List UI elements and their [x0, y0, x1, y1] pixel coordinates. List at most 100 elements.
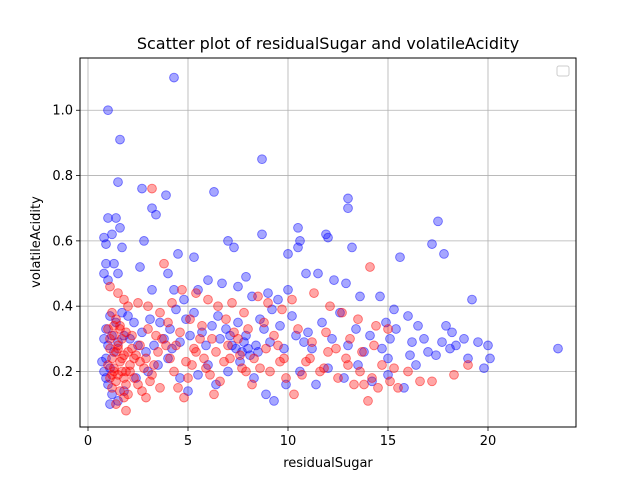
scatter-point — [275, 320, 285, 331]
scatter-point — [341, 353, 351, 364]
scatter-point — [137, 327, 147, 338]
scatter-point — [347, 242, 357, 253]
scatter-point — [177, 284, 187, 295]
scatter-point — [121, 327, 131, 338]
scatter-point — [355, 291, 365, 302]
x-tick-label: 0 — [84, 434, 92, 449]
scatter-point — [463, 360, 473, 370]
scatter-point — [263, 288, 273, 298]
scatter-point — [113, 177, 123, 187]
scatter-point — [117, 242, 127, 253]
scatter-point — [357, 347, 367, 357]
scatter-point — [325, 301, 335, 312]
scatter-point — [237, 363, 247, 374]
scatter-point — [105, 333, 115, 344]
scatter-point — [373, 382, 383, 393]
x-axis-ticks: 0 5 10 15 20 — [84, 427, 496, 449]
scatter-point — [283, 249, 293, 259]
scatter-point — [129, 317, 139, 328]
scatter-point — [139, 236, 149, 246]
scatter-point — [169, 366, 179, 377]
scatter-point — [367, 373, 377, 383]
scatter-point — [413, 320, 423, 331]
scatter-point — [147, 284, 157, 295]
scatter-point — [447, 327, 457, 338]
scatter-point — [281, 373, 291, 383]
scatter-point — [153, 347, 163, 357]
scatter-point — [383, 353, 393, 364]
scatter-point — [107, 369, 117, 380]
scatter-point — [235, 350, 245, 361]
scatter-point — [319, 363, 329, 374]
scatter-point — [179, 294, 189, 305]
scatter-point — [423, 347, 433, 357]
scatter-point — [149, 360, 159, 370]
scatter-point — [151, 209, 161, 220]
scatter-point — [169, 284, 179, 295]
scatter-point — [213, 301, 223, 312]
scatter-point — [333, 373, 343, 383]
scatter-point — [217, 278, 227, 289]
scatter-point — [115, 222, 125, 233]
scatter-point — [199, 353, 209, 364]
scatter-point — [103, 324, 113, 334]
scatter-point — [359, 379, 369, 390]
scatter-point — [419, 333, 429, 344]
scatter-point — [415, 376, 425, 387]
scatter-point — [265, 366, 275, 377]
scatter-point — [227, 298, 237, 308]
scatter-point — [407, 337, 417, 347]
scatter-point — [233, 333, 243, 344]
scatter-point — [279, 353, 289, 364]
scatter-point — [129, 353, 139, 364]
scatter-point — [203, 275, 213, 285]
scatter-point — [553, 343, 563, 354]
scatter-point — [225, 353, 235, 364]
scatter-point — [109, 258, 119, 269]
scatter-point — [171, 340, 181, 351]
scatter-point — [385, 333, 395, 344]
scatter-point — [473, 337, 483, 347]
scatter-point — [253, 291, 263, 302]
scatter-point — [143, 324, 153, 334]
scatter-point — [239, 307, 249, 318]
scatter-point — [223, 236, 233, 246]
scatter-point — [301, 356, 311, 367]
scatter-point — [269, 330, 279, 341]
scatter-point — [293, 222, 303, 233]
scatter-point — [137, 183, 147, 194]
scatter-point — [113, 268, 123, 279]
scatter-point — [383, 324, 393, 334]
scatter-point — [437, 337, 447, 347]
scatter-point — [111, 399, 121, 409]
scatter-point — [393, 382, 403, 393]
scatter-point — [371, 320, 381, 331]
scatter-point — [121, 405, 131, 416]
scatter-point — [195, 333, 205, 344]
x-axis-label: residualSugar — [283, 456, 373, 471]
scatter-point — [459, 333, 469, 344]
scatter-point — [431, 350, 441, 361]
scatter-point — [369, 340, 379, 351]
scatter-point — [483, 340, 493, 351]
y-tick-label: 0.4 — [52, 300, 73, 315]
scatter-point — [163, 317, 173, 328]
scatter-point — [389, 304, 399, 315]
scatter-point — [323, 232, 333, 243]
scatter-point — [201, 363, 211, 374]
scatter-point — [299, 337, 309, 347]
scatter-point — [377, 360, 387, 370]
scatter-point — [209, 389, 219, 400]
scatter-point — [327, 333, 337, 344]
scatter-point — [159, 258, 169, 269]
scatter-point — [243, 324, 253, 334]
scatter-point — [229, 242, 239, 253]
scatter-point — [189, 343, 199, 354]
scatter-point — [287, 311, 297, 321]
scatter-point — [283, 284, 293, 295]
scatter-point — [403, 366, 413, 377]
scatter-point — [173, 249, 183, 259]
scatter-point — [467, 294, 477, 305]
scatter-point — [363, 396, 373, 406]
